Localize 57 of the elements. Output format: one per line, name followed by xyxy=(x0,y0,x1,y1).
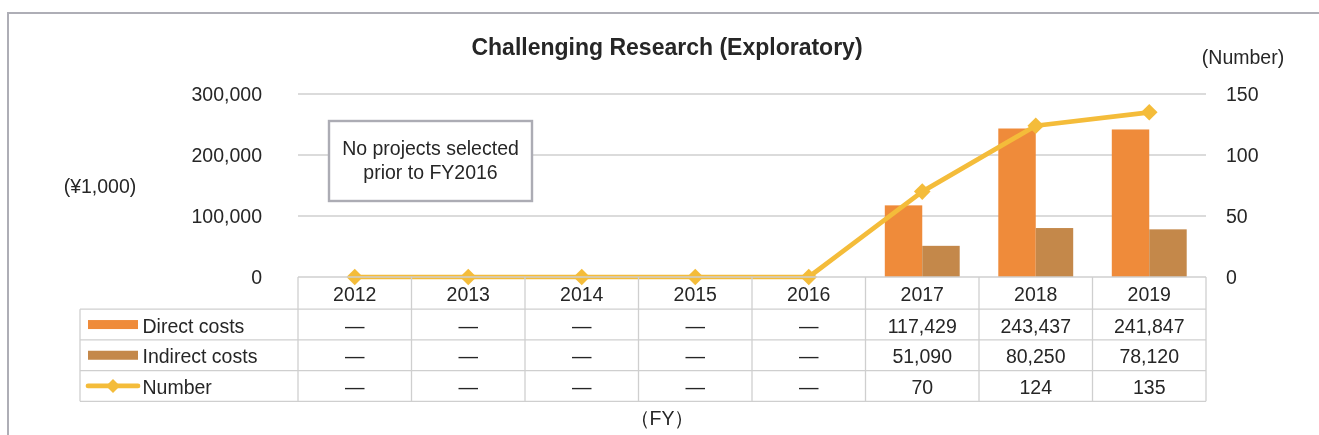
y-tick-label: 100,000 xyxy=(191,205,263,227)
x-tick-label: 2016 xyxy=(787,283,831,306)
data-label: 124 xyxy=(1019,375,1053,398)
text: — xyxy=(458,345,478,368)
data-label: 51,090 xyxy=(892,345,953,368)
bar xyxy=(1035,228,1074,277)
text: — xyxy=(685,314,705,337)
point xyxy=(1140,104,1158,121)
y-tick-label: 300,000 xyxy=(191,83,263,105)
legend-label: Direct costs xyxy=(142,314,245,337)
bar xyxy=(998,128,1036,277)
data-label: — xyxy=(799,375,819,398)
text: — xyxy=(685,345,705,368)
x-tick-label: 2012 xyxy=(333,283,377,306)
data-label: — xyxy=(572,375,592,398)
annotation: No projects selected prior to FY2016 xyxy=(342,137,519,183)
text: — xyxy=(345,314,365,337)
x-tick-label: 2014 xyxy=(560,283,604,306)
data-label: 135 xyxy=(1132,375,1166,398)
data-label: 78,120 xyxy=(1119,345,1180,368)
bar xyxy=(1149,229,1187,277)
x-tick-label: 2015 xyxy=(673,283,718,306)
text: — xyxy=(572,314,592,337)
bar xyxy=(884,205,923,277)
y-tick-label: 0 xyxy=(251,266,263,288)
y2-tick-label: 0 xyxy=(1226,266,1237,288)
x-tick-label: 2013 xyxy=(446,283,490,306)
data-label: 70 xyxy=(911,375,934,398)
y-tick-label: 200,000 xyxy=(191,144,263,166)
point xyxy=(1027,117,1045,135)
data-label: 243,437 xyxy=(1000,314,1071,337)
data-label: — xyxy=(685,375,706,398)
data-label: 241,847 xyxy=(1114,314,1185,337)
y2-tick-label: 50 xyxy=(1226,205,1248,227)
data-label: — xyxy=(345,375,365,398)
point xyxy=(913,183,931,200)
text: — xyxy=(458,314,478,337)
chart-title: Challenging Research (Exploratory) xyxy=(471,34,863,60)
text: （FY） xyxy=(629,407,695,429)
legend-label: Number xyxy=(142,375,213,398)
text: — xyxy=(572,345,592,368)
data-label: 80,250 xyxy=(1005,345,1066,368)
data-label: — xyxy=(458,375,479,398)
x-tick-label: 2017 xyxy=(900,283,944,306)
text: — xyxy=(799,345,819,368)
legend-label: Indirect costs xyxy=(142,345,258,368)
y2-tick-label: 100 xyxy=(1226,144,1259,166)
bar xyxy=(922,245,960,277)
x-tick-label: 2018 xyxy=(1014,283,1058,306)
bar xyxy=(1111,129,1150,277)
data-label: 117,429 xyxy=(887,314,957,337)
y-axis-title: (¥1,000) xyxy=(63,174,137,197)
y2-tick-label: 150 xyxy=(1226,83,1259,105)
text: — xyxy=(799,314,819,337)
text: — xyxy=(345,345,365,368)
y2-axis-title: (Number) xyxy=(1201,46,1285,68)
x-tick-label: 2019 xyxy=(1127,283,1171,306)
